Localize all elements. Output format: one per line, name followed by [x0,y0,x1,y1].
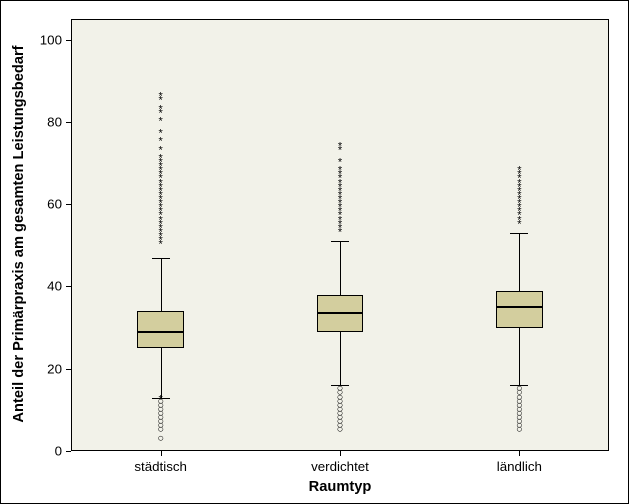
whisker-cap-upper [331,241,349,242]
y-tick-label: 60 [36,197,62,212]
y-tick-label: 80 [36,114,62,129]
whisker-lower [161,348,162,397]
y-tick [66,204,71,205]
x-tick [519,451,520,456]
x-tick-label: ländlich [497,459,542,474]
x-tick [340,451,341,456]
whisker-upper [519,233,520,291]
y-tick-label: 0 [36,444,62,459]
outlier-circle: ○ [337,384,344,395]
x-axis-title: Raumtyp [71,479,609,495]
median-line [496,306,543,308]
whisker-cap-upper [510,233,528,234]
y-tick-label: 100 [36,32,62,47]
median-line [137,331,184,333]
box [496,291,543,328]
outlier-circle: ○ [157,396,164,407]
outlier-star: * [159,129,163,140]
x-tick-label: städtisch [134,459,187,474]
outlier-star: * [338,141,342,152]
whisker-upper [161,258,162,311]
y-tick [66,369,71,370]
x-tick-label: verdichtet [311,459,369,474]
x-tick [161,451,162,456]
outlier-star: * [338,158,342,169]
chart-frame: Anteil der Primärpraxis am gesamten Leis… [0,0,629,504]
y-axis-title: Anteil der Primärpraxis am gesamten Leis… [11,18,27,450]
y-tick [66,451,71,452]
box [137,311,184,348]
y-tick-label: 20 [36,361,62,376]
whisker-cap-upper [152,258,170,259]
y-tick [66,286,71,287]
whisker-lower [340,332,341,385]
y-tick-label: 40 [36,279,62,294]
y-tick [66,40,71,41]
y-tick [66,122,71,123]
outlier-circle: ○ [516,384,523,395]
outlier-star: * [517,166,521,177]
whisker-upper [340,241,341,294]
whisker-lower [519,328,520,386]
outlier-star: * [159,92,163,103]
median-line [317,312,364,314]
